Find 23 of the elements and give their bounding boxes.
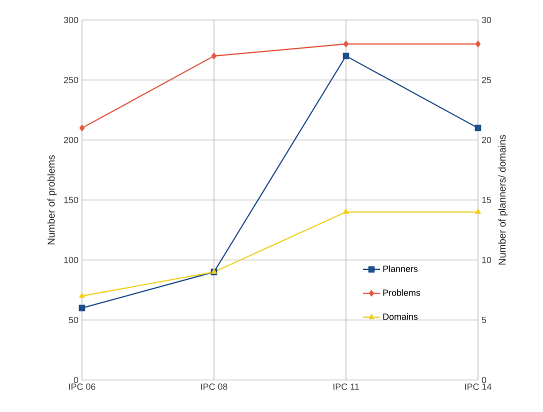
y-tick-label: 0 <box>74 376 78 384</box>
y-axis-title: Number of problems <box>47 155 57 244</box>
y-tick-label: 300 <box>64 16 78 24</box>
y-tick-label: 200 <box>64 136 78 144</box>
y2-tick-label: 0 <box>482 376 486 384</box>
y-tick-label: 250 <box>64 76 78 84</box>
y2-tick-label: 20 <box>482 136 492 144</box>
y-tick-label: 50 <box>68 316 78 324</box>
x-tick-label: IPC 08 <box>201 384 228 390</box>
legend-label: Planners <box>383 265 418 272</box>
y2-tick-label: 30 <box>482 16 492 24</box>
x-tick-label: IPC 11 <box>333 384 359 390</box>
y-tick-label: 100 <box>64 256 78 264</box>
y2-tick-label: 25 <box>482 76 492 84</box>
y2-tick-label: 5 <box>482 316 486 324</box>
legend-label: Problems <box>383 289 420 296</box>
x-tick-label: IPC 14 <box>465 384 492 390</box>
x-tick-label: IPC 06 <box>69 384 96 390</box>
legend-label: Domains <box>383 313 418 320</box>
y2-tick-label: 15 <box>482 196 492 204</box>
y2-axis-title: Number of planners/ domains <box>498 135 508 265</box>
y2-tick-label: 10 <box>482 256 492 264</box>
y-tick-label: 150 <box>64 196 78 204</box>
